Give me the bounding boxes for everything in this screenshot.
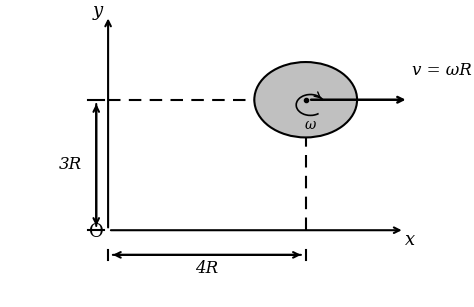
Text: x: x bbox=[405, 231, 416, 249]
Circle shape bbox=[255, 62, 357, 138]
Text: v = ωR: v = ωR bbox=[412, 62, 472, 79]
Text: O: O bbox=[89, 223, 104, 241]
Text: ω: ω bbox=[305, 118, 316, 132]
Text: 4R: 4R bbox=[195, 260, 219, 277]
Text: y: y bbox=[93, 2, 103, 20]
Text: 3R: 3R bbox=[59, 157, 82, 173]
